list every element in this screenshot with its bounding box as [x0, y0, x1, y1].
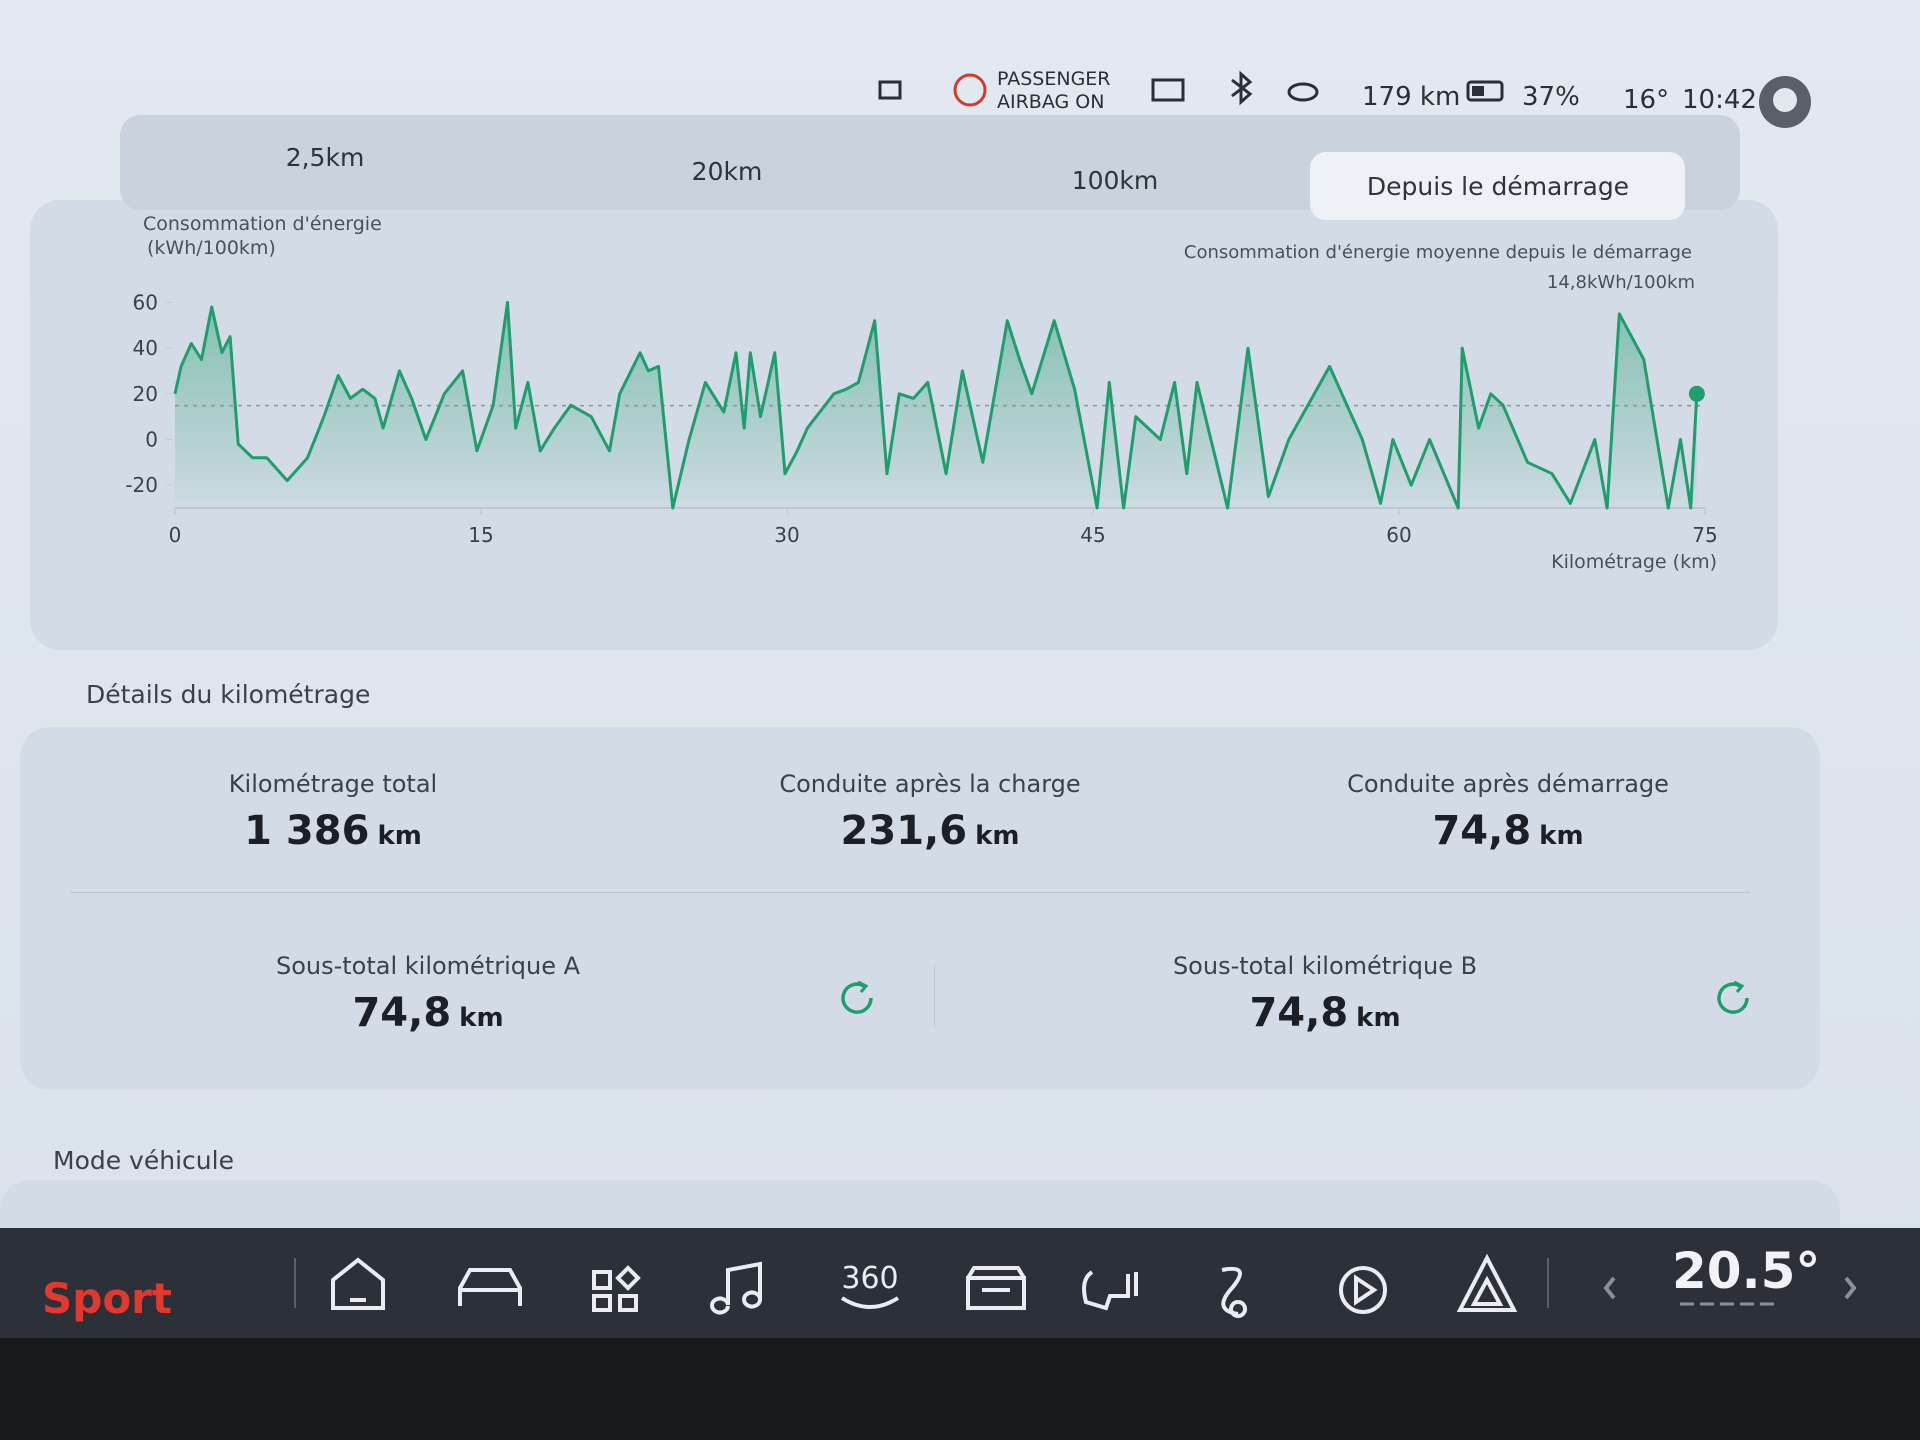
stat-unit: km — [459, 1003, 504, 1033]
active-tab-pill — [1310, 152, 1685, 220]
y-tick-label: 40 — [133, 336, 158, 360]
apps-icon[interactable] — [592, 1265, 641, 1312]
stat-number: 231,6 — [840, 808, 968, 854]
x-tick-label: 15 — [468, 523, 493, 547]
stat-label: Sous-total kilométrique A — [275, 952, 581, 980]
x-tick-label: 75 — [1692, 523, 1717, 547]
car-icon[interactable] — [458, 1268, 522, 1306]
drive-mode[interactable]: Sport — [42, 1274, 172, 1323]
battery-icon — [1466, 80, 1504, 102]
play-ring[interactable] — [1339, 1266, 1387, 1314]
details-card — [20, 727, 1820, 1090]
energy-chart: Consommation d'énergie(kWh/100km) Consomm… — [125, 213, 1717, 573]
stat-label: Sous-total kilométrique B — [1172, 952, 1478, 980]
dock — [0, 1228, 1920, 1338]
airbag-line: PASSENGER — [997, 68, 1111, 90]
tab[interactable]: 100km — [1071, 166, 1159, 195]
x-tick-label: 60 — [1386, 523, 1411, 547]
x-tick-label: 0 — [169, 523, 182, 547]
stat-value: 1 386 km — [244, 808, 422, 854]
stat-number: 1 386 — [244, 808, 370, 854]
current-point — [1688, 385, 1705, 402]
x-tick-label: 45 — [1080, 523, 1105, 547]
stat-value: 74,8 km — [1432, 808, 1583, 854]
y-tick-label: -20 — [125, 473, 158, 497]
battery-level — [1472, 86, 1484, 96]
status-icons — [878, 70, 1811, 128]
music-icon[interactable] — [710, 1261, 762, 1315]
nav-icon[interactable] — [1456, 1253, 1518, 1312]
divider — [70, 892, 1750, 893]
tab[interactable]: 2,5km — [285, 143, 365, 172]
x-tick-label: 30 — [774, 523, 799, 547]
stat-number: 74,8 — [1249, 990, 1349, 1036]
clock: 10:42 — [1682, 85, 1757, 115]
stat-unit: km — [377, 821, 422, 851]
tab[interactable]: 20km — [691, 157, 763, 186]
temp-up[interactable] — [1844, 1276, 1857, 1300]
camera-360-label[interactable]: 360 — [841, 1261, 898, 1296]
y-tick-label: 60 — [133, 290, 158, 314]
lock-icon — [878, 80, 902, 100]
reset-a-arrow — [857, 980, 869, 993]
y-axis-label: Consommation d'énergie — [143, 213, 382, 235]
stat-unit: km — [1539, 821, 1584, 851]
stat-number: 74,8 — [352, 990, 452, 1036]
y-tick-label: 0 — [145, 427, 158, 451]
play-icon — [1354, 1274, 1378, 1306]
battery-percent: 37% — [1522, 82, 1580, 112]
average-label: 14,8kWh/100km — [1547, 272, 1695, 293]
range: 179 km — [1362, 82, 1461, 112]
bluetooth-icon — [1231, 70, 1253, 106]
stat-label: Kilométrage total — [228, 770, 438, 798]
divider — [934, 965, 935, 1027]
stat-value: 74,8 km — [1249, 990, 1400, 1036]
section-title: Détails du kilométrage — [86, 680, 371, 709]
avatar-face — [1773, 88, 1797, 112]
average-title: Consommation d'énergie moyenne depuis le… — [1184, 242, 1692, 263]
y-tick-label: 20 — [133, 382, 158, 406]
camera-360-arc — [840, 1296, 900, 1309]
dock-icons: 360 — [294, 1253, 1857, 1318]
seat-icon[interactable] — [1082, 1270, 1138, 1311]
consumption-line — [173, 300, 1699, 510]
stat-label: Conduite après la charge — [779, 770, 1081, 798]
section-title: Mode véhicule — [53, 1146, 234, 1175]
airbag-status: PASSENGER AIRBAG ON — [997, 68, 1111, 114]
reset-b-arrow — [1733, 980, 1745, 993]
stat-value: 231,6 km — [841, 808, 1020, 854]
outside-temperature: 16° — [1623, 85, 1670, 115]
area — [175, 302, 1697, 508]
reset-a[interactable] — [841, 982, 873, 1014]
y-axis-unit: (kWh/100km) — [147, 237, 276, 259]
stat-label: Conduite après démarrage — [1347, 770, 1669, 798]
camera-icon — [1151, 78, 1185, 102]
stat-unit: km — [975, 821, 1020, 851]
cabin-temperature: 20.5° — [1672, 1242, 1821, 1300]
tab[interactable]: Depuis le démarrage — [1366, 172, 1630, 201]
wiper-icon[interactable] — [1221, 1266, 1248, 1318]
reset-b[interactable] — [1717, 982, 1749, 1014]
stat-unit: km — [1356, 1003, 1401, 1033]
storage-icon[interactable] — [966, 1266, 1026, 1310]
airbag-line: AIRBAG ON — [997, 91, 1105, 113]
temp-down[interactable] — [1603, 1276, 1616, 1300]
stat-number: 74,8 — [1432, 808, 1532, 854]
airbag-icon — [953, 73, 987, 107]
reset-buttons — [841, 980, 1749, 1014]
link-icon — [1287, 82, 1319, 102]
x-axis-label: Kilométrage (km) — [1551, 551, 1717, 573]
bezel — [0, 1338, 1920, 1440]
stat-value: 74,8 km — [352, 990, 503, 1036]
home-icon[interactable] — [331, 1257, 385, 1310]
